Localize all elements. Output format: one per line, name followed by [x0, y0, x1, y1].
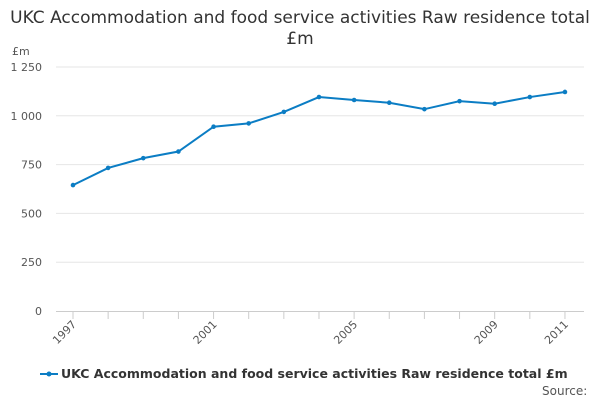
data-point: [281, 109, 287, 115]
data-point: [562, 89, 568, 95]
y-axis-label: £m: [12, 45, 30, 58]
y-tick-label: 0: [35, 305, 42, 318]
data-point: [492, 101, 497, 106]
y-tick-label: 750: [21, 159, 42, 172]
chart-title: UKC Accommodation and food service activ…: [10, 8, 590, 49]
data-point: [457, 98, 462, 104]
legend[interactable]: UKC Accommodation and food service activ…: [40, 366, 568, 381]
data-point: [211, 124, 216, 130]
data-point: [351, 97, 357, 103]
data-point: [527, 94, 533, 100]
x-tick-label: 2009: [472, 318, 501, 347]
source-label: Source:: [542, 384, 588, 398]
data-point: [316, 94, 322, 100]
x-tick-label: 2011: [542, 318, 571, 347]
data-point: [105, 165, 111, 171]
y-tick-label: 500: [21, 207, 42, 220]
data-point: [176, 149, 181, 154]
data-point: [422, 106, 427, 112]
series-line: [72, 90, 566, 186]
data-point: [140, 155, 146, 161]
y-tick-label: 1 000: [11, 110, 43, 123]
x-tick-label: 2001: [191, 318, 220, 347]
legend-label: UKC Accommodation and food service activ…: [61, 366, 568, 381]
y-tick-label: 250: [21, 256, 42, 269]
y-tick-label: 1 250: [11, 61, 43, 74]
x-tick-label: 1997: [50, 318, 79, 347]
data-point: [246, 121, 251, 126]
data-point: [70, 182, 76, 188]
data-point: [386, 100, 392, 106]
x-tick-label: 2005: [331, 318, 360, 347]
legend-symbol: [40, 371, 58, 376]
